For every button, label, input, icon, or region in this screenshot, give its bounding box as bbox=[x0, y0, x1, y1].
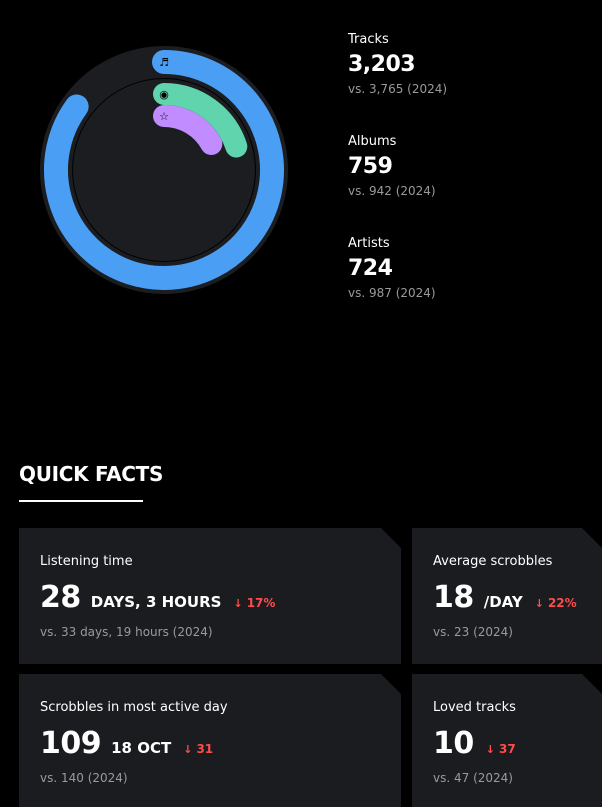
stat-artists: Artists 724 vs. 987 (2024) bbox=[348, 236, 588, 301]
stat-label: Artists bbox=[348, 236, 390, 251]
card-label: Loved tracks bbox=[433, 700, 516, 715]
arrow-down-icon: ↓ bbox=[534, 597, 544, 610]
card-main: 18 /DAY ↓ 22% bbox=[433, 580, 577, 615]
card-unit: DAYS, 3 HOURS bbox=[90, 593, 222, 611]
trend-badge: ↓ 31 bbox=[183, 742, 213, 756]
fact-card-loved-tracks: Loved tracks 10 ↓ 37 vs. 47 (2024) bbox=[412, 674, 602, 807]
stat-value: 3,203 bbox=[348, 52, 416, 77]
rings-center bbox=[124, 130, 204, 210]
card-compare: vs. 33 days, 19 hours (2024) bbox=[40, 625, 213, 639]
section-title-quick-facts: QUICK FACTS bbox=[19, 462, 164, 486]
artist-star-icon: ☆ bbox=[159, 110, 169, 123]
card-label: Scrobbles in most active day bbox=[40, 700, 228, 715]
stat-label: Albums bbox=[348, 134, 397, 149]
card-unit: 18 OCT bbox=[111, 739, 172, 757]
stat-label: Tracks bbox=[348, 32, 389, 47]
album-icon: ◉ bbox=[159, 88, 169, 101]
card-compare: vs. 23 (2024) bbox=[433, 625, 513, 639]
card-main: 10 ↓ 37 bbox=[433, 726, 516, 761]
stat-compare: vs. 987 (2024) bbox=[348, 286, 436, 300]
arrow-down-icon: ↓ bbox=[183, 743, 193, 756]
card-main: 28 DAYS, 3 HOURS ↓ 17% bbox=[40, 580, 275, 615]
stat-value: 724 bbox=[348, 256, 393, 281]
fact-card-listening-time: Listening time 28 DAYS, 3 HOURS ↓ 17% vs.… bbox=[19, 528, 401, 664]
trend-badge: ↓ 37 bbox=[486, 742, 516, 756]
ring-progress-music-note bbox=[44, 50, 284, 290]
stat-tracks: Tracks 3,203 vs. 3,765 (2024) bbox=[348, 32, 588, 97]
stat-value: 759 bbox=[348, 154, 393, 179]
ring-progress-album bbox=[153, 83, 248, 158]
music-note-icon: ♬ bbox=[159, 56, 169, 69]
trend-value: 31 bbox=[196, 742, 214, 756]
fact-card-most-active-day: Scrobbles in most active day 109 18 OCT … bbox=[19, 674, 401, 807]
trend-badge: ↓ 22% bbox=[535, 596, 577, 610]
stat-compare: vs. 3,765 (2024) bbox=[348, 82, 448, 96]
card-label: Average scrobbles bbox=[433, 554, 553, 569]
stat-compare: vs. 942 (2024) bbox=[348, 184, 436, 198]
comparison-rings-chart: ♬ ◉ ☆ bbox=[40, 46, 288, 294]
card-unit: /DAY bbox=[483, 593, 523, 611]
ring-progress-artist-star bbox=[153, 105, 223, 155]
card-value: 18 bbox=[433, 580, 474, 615]
trend-value: 22% bbox=[547, 596, 577, 610]
card-value: 109 bbox=[40, 726, 102, 761]
arrow-down-icon: ↓ bbox=[233, 597, 243, 610]
section-title-underline bbox=[19, 500, 143, 502]
trend-badge: ↓ 17% bbox=[233, 596, 275, 610]
card-compare: vs. 47 (2024) bbox=[433, 771, 513, 785]
card-main: 109 18 OCT ↓ 31 bbox=[40, 726, 213, 761]
card-value: 28 bbox=[40, 580, 81, 615]
card-compare: vs. 140 (2024) bbox=[40, 771, 128, 785]
trend-value: 37 bbox=[498, 742, 516, 756]
card-value: 10 bbox=[433, 726, 474, 761]
fact-card-average-scrobbles: Average scrobbles 18 /DAY ↓ 22% vs. 23 (2… bbox=[412, 528, 602, 664]
stat-albums: Albums 759 vs. 942 (2024) bbox=[348, 134, 588, 199]
trend-value: 17% bbox=[246, 596, 276, 610]
card-label: Listening time bbox=[40, 554, 133, 569]
arrow-down-icon: ↓ bbox=[485, 743, 495, 756]
